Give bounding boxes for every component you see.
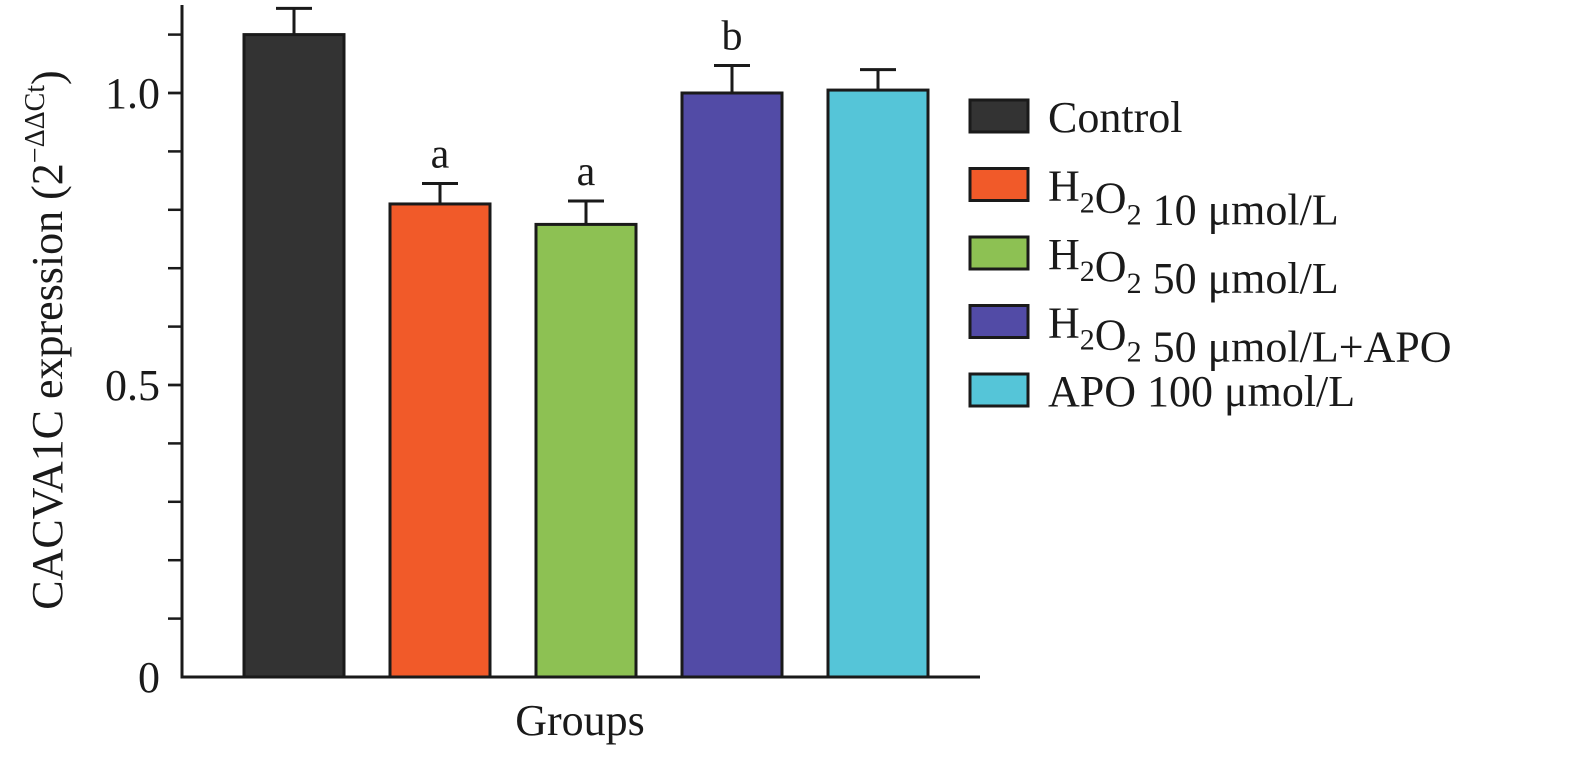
bars: a a b [242,6,930,679]
legend-label-part: H [1048,162,1080,211]
legend-label-part: 50 μmol/L+APO [1142,323,1452,372]
y-axis-label-text: CACVA1C expression (2 [23,163,72,610]
y-axis-label-close: ) [23,70,72,85]
legend-label: APO 100 μmol/L [1048,367,1355,416]
y-axis-label: CACVA1C expression (2−ΔΔCt) [20,70,72,609]
bar [680,91,784,679]
legend-label: Control [1048,93,1182,142]
y-tick-label: 0.5 [105,361,160,410]
legend-swatch [968,235,1030,271]
legend-label: H2O2 50 μmol/L+APO [1048,299,1452,372]
bar [388,202,492,679]
y-tick-label: 0 [138,653,160,702]
significance-label: a [577,149,596,195]
legend-swatch [968,167,1030,202]
legend-label: H2O2 10 μmol/L [1048,162,1339,235]
legend-label-part: H [1048,299,1080,348]
legend-label-part: H [1048,230,1080,279]
legend-label-part: 50 μmol/L [1142,254,1339,303]
legend-label-part: O [1095,174,1127,223]
bar [534,222,638,679]
legend-label-subscript: 2 [1080,255,1095,288]
bar [242,33,346,679]
y-axis-label-superscript: −ΔΔCt [20,85,51,163]
significance-label: b [722,14,743,60]
legend-label-part: 10 μmol/L [1142,186,1339,235]
legend-label-part: O [1095,242,1127,291]
legend-swatch [968,98,1030,134]
legend-label-subscript: 2 [1080,324,1095,357]
x-axis-label: Groups [515,696,645,745]
legend-label: H2O2 50 μmol/L [1048,230,1339,303]
legend-label-part: O [1095,311,1127,360]
legend-label-part: APO 100 μmol/L [1048,367,1355,416]
legend-swatch [968,304,1030,339]
legend-label-subscript: 2 [1127,199,1142,232]
legend-label-part: Control [1048,93,1182,142]
legend-swatch [968,372,1030,408]
legend-label-subscript: 2 [1127,267,1142,300]
y-tick-label: 1.0 [105,69,160,118]
legend-label-subscript: 2 [1127,336,1142,369]
bar [826,88,930,679]
legend-label-subscript: 2 [1080,187,1095,220]
significance-label: a [431,132,450,178]
